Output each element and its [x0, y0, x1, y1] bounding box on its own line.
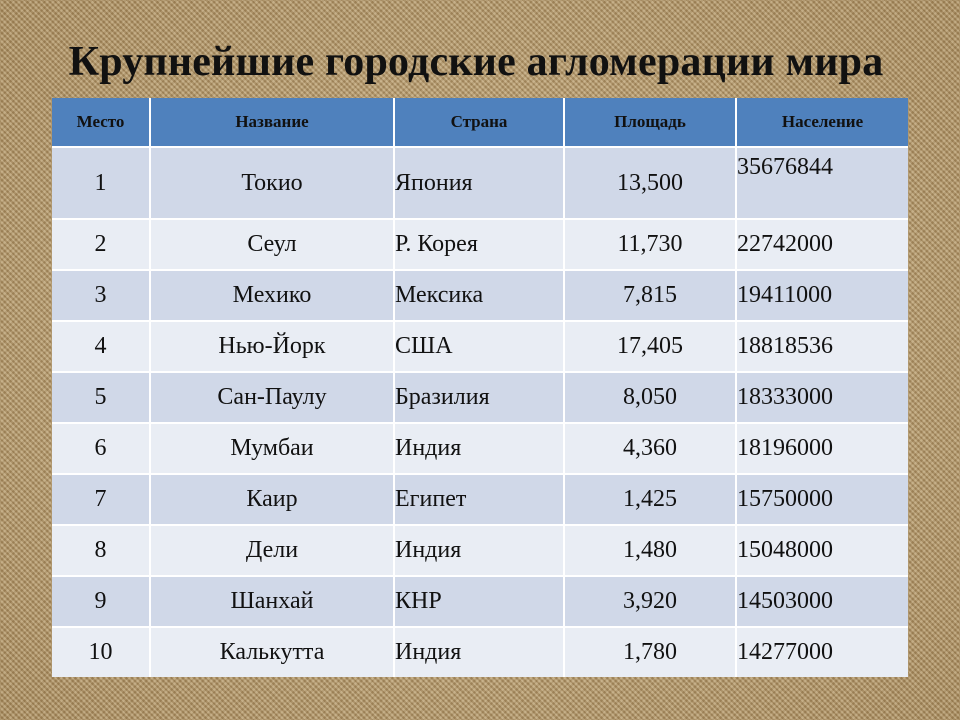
- page-title: Крупнейшие городские агломерации мира: [68, 39, 884, 85]
- area-cell: 4,360: [564, 422, 737, 474]
- area-cell: 17,405: [564, 320, 737, 372]
- header-area: Площадь: [564, 98, 737, 147]
- table-body: 1 Токио Япония 13,500 35676844 2 Сеул Р.…: [52, 146, 908, 677]
- population-cell: 15048000: [736, 524, 908, 576]
- area-cell: 8,050: [564, 371, 737, 423]
- country-cell: КНР: [394, 575, 565, 627]
- country-cell: Мексика: [394, 269, 565, 321]
- table-header: Место Название Страна Площадь Население: [52, 98, 908, 147]
- population-cell: 35676844: [736, 146, 908, 219]
- country-cell: Индия: [394, 422, 565, 474]
- header-rank: Место: [52, 98, 151, 147]
- header-row: Место Название Страна Площадь Население: [52, 98, 908, 147]
- name-cell: Мумбаи: [150, 422, 395, 474]
- area-cell: 1,780: [564, 626, 737, 677]
- table-row: 5 Сан-Паулу Бразилия 8,050 18333000: [52, 371, 908, 423]
- area-cell: 1,425: [564, 473, 737, 525]
- country-cell: Индия: [394, 524, 565, 576]
- table-row: 10 Калькутта Индия 1,780 14277000: [52, 626, 908, 677]
- table-row: 1 Токио Япония 13,500 35676844: [52, 146, 908, 219]
- table-row: 8 Дели Индия 1,480 15048000: [52, 524, 908, 576]
- country-cell: США: [394, 320, 565, 372]
- population-cell: 15750000: [736, 473, 908, 525]
- area-cell: 11,730: [564, 218, 737, 270]
- population-cell: 18333000: [736, 371, 908, 423]
- area-cell: 13,500: [564, 146, 737, 219]
- rank-cell: 9: [52, 575, 151, 627]
- name-cell: Калькутта: [150, 626, 395, 677]
- rank-cell: 2: [52, 218, 151, 270]
- table-row: 3 Мехико Мексика 7,815 19411000: [52, 269, 908, 321]
- name-cell: Токио: [150, 146, 395, 219]
- name-cell: Сан-Паулу: [150, 371, 395, 423]
- rank-cell: 3: [52, 269, 151, 321]
- name-cell: Сеул: [150, 218, 395, 270]
- rank-cell: 1: [52, 146, 151, 219]
- country-cell: Р. Корея: [394, 218, 565, 270]
- population-cell: 14277000: [736, 626, 908, 677]
- table-row: 9 Шанхай КНР 3,920 14503000: [52, 575, 908, 627]
- table-row: 4 Нью-Йорк США 17,405 18818536: [52, 320, 908, 372]
- header-name: Название: [150, 98, 395, 147]
- population-cell: 18196000: [736, 422, 908, 474]
- rank-cell: 5: [52, 371, 151, 423]
- name-cell: Каир: [150, 473, 395, 525]
- table-row: 7 Каир Египет 1,425 15750000: [52, 473, 908, 525]
- population-cell: 14503000: [736, 575, 908, 627]
- name-cell: Дели: [150, 524, 395, 576]
- area-cell: 1,480: [564, 524, 737, 576]
- table-row: 2 Сеул Р. Корея 11,730 22742000: [52, 218, 908, 270]
- population-cell: 22742000: [736, 218, 908, 270]
- area-cell: 7,815: [564, 269, 737, 321]
- name-cell: Мехико: [150, 269, 395, 321]
- name-cell: Шанхай: [150, 575, 395, 627]
- area-cell: 3,920: [564, 575, 737, 627]
- country-cell: Египет: [394, 473, 565, 525]
- country-cell: Индия: [394, 626, 565, 677]
- rank-cell: 10: [52, 626, 151, 677]
- agglomerations-table: Место Название Страна Площадь Население …: [52, 98, 908, 677]
- country-cell: Бразилия: [394, 371, 565, 423]
- header-country: Страна: [394, 98, 565, 147]
- rank-cell: 6: [52, 422, 151, 474]
- population-cell: 19411000: [736, 269, 908, 321]
- rank-cell: 4: [52, 320, 151, 372]
- table-row: 6 Мумбаи Индия 4,360 18196000: [52, 422, 908, 474]
- name-cell: Нью-Йорк: [150, 320, 395, 372]
- population-cell: 18818536: [736, 320, 908, 372]
- country-cell: Япония: [394, 146, 565, 219]
- rank-cell: 7: [52, 473, 151, 525]
- header-population: Население: [736, 98, 908, 147]
- rank-cell: 8: [52, 524, 151, 576]
